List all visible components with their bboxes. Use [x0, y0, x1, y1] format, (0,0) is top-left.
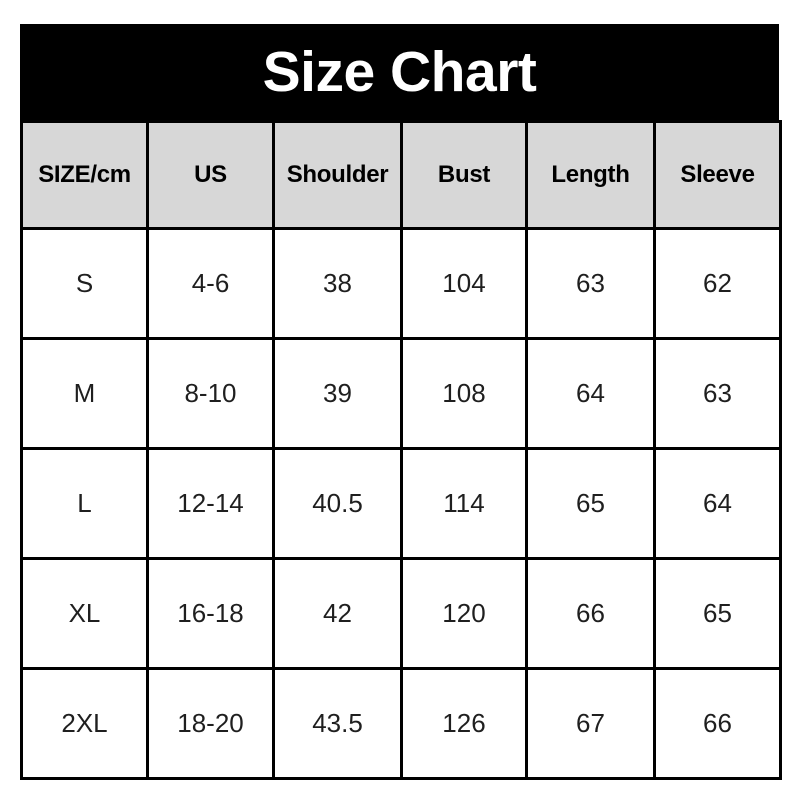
cell-us: 16-18: [146, 557, 275, 670]
cell-length: 63: [525, 227, 656, 340]
table-header-row: SIZE/cm US Shoulder Bust Length Sleeve: [20, 120, 782, 230]
table-header: SIZE/cm US Shoulder Bust Length Sleeve: [20, 120, 782, 230]
cell-shoulder: 39: [272, 337, 403, 450]
title-banner: Size Chart: [20, 24, 779, 120]
cell-size: S: [20, 227, 149, 340]
cell-sleeve: 62: [653, 227, 782, 340]
table-row: 2XL 18-20 43.5 126 67 66: [20, 667, 782, 780]
cell-bust: 120: [400, 557, 528, 670]
table-row: L 12-14 40.5 114 65 64: [20, 447, 782, 560]
cell-bust: 114: [400, 447, 528, 560]
cell-us: 4-6: [146, 227, 275, 340]
cell-shoulder: 38: [272, 227, 403, 340]
cell-shoulder: 43.5: [272, 667, 403, 780]
cell-us: 12-14: [146, 447, 275, 560]
cell-bust: 108: [400, 337, 528, 450]
column-header-bust: Bust: [400, 120, 528, 230]
table-row: S 4-6 38 104 63 62: [20, 227, 782, 340]
cell-us: 18-20: [146, 667, 275, 780]
cell-us: 8-10: [146, 337, 275, 450]
cell-length: 64: [525, 337, 656, 450]
cell-size: L: [20, 447, 149, 560]
table-row: XL 16-18 42 120 66 65: [20, 557, 782, 670]
page-title: Size Chart: [262, 39, 537, 104]
column-header-length: Length: [525, 120, 656, 230]
cell-sleeve: 63: [653, 337, 782, 450]
column-header-sleeve: Sleeve: [653, 120, 782, 230]
cell-size: 2XL: [20, 667, 149, 780]
column-header-size: SIZE/cm: [20, 120, 149, 230]
table-row: M 8-10 39 108 64 63: [20, 337, 782, 450]
cell-shoulder: 42: [272, 557, 403, 670]
cell-size: M: [20, 337, 149, 450]
cell-shoulder: 40.5: [272, 447, 403, 560]
table-body: S 4-6 38 104 63 62 M 8-10 39 108 64 63 L…: [20, 227, 782, 780]
column-header-us: US: [146, 120, 275, 230]
size-chart-table: SIZE/cm US Shoulder Bust Length Sleeve S…: [20, 120, 782, 780]
cell-length: 65: [525, 447, 656, 560]
cell-length: 66: [525, 557, 656, 670]
cell-bust: 104: [400, 227, 528, 340]
cell-size: XL: [20, 557, 149, 670]
cell-bust: 126: [400, 667, 528, 780]
cell-sleeve: 66: [653, 667, 782, 780]
cell-length: 67: [525, 667, 656, 780]
column-header-shoulder: Shoulder: [272, 120, 403, 230]
cell-sleeve: 64: [653, 447, 782, 560]
cell-sleeve: 65: [653, 557, 782, 670]
